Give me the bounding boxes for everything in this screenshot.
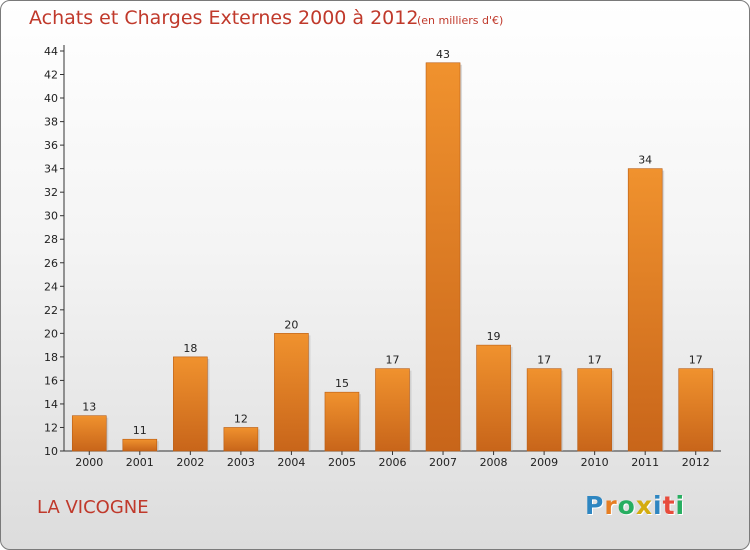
x-tick-label: 2006 bbox=[379, 456, 407, 469]
bar-2004 bbox=[274, 333, 309, 452]
y-tick-label: 18 bbox=[44, 351, 58, 364]
place-name: LA VICOGNE bbox=[37, 497, 149, 518]
x-tick-label: 2000 bbox=[75, 456, 103, 469]
y-tick-label: 36 bbox=[44, 139, 58, 152]
y-tick-label: 32 bbox=[44, 186, 58, 199]
data-label: 12 bbox=[234, 412, 248, 425]
proxiti-logo: Proxiti bbox=[585, 491, 686, 520]
y-tick-label: 22 bbox=[44, 304, 58, 317]
data-label: 17 bbox=[537, 354, 551, 367]
bar-2000 bbox=[71, 415, 107, 452]
y-tick-label: 42 bbox=[44, 69, 58, 82]
y-tick-label: 34 bbox=[44, 163, 58, 176]
bar-2011 bbox=[627, 168, 663, 452]
y-tick-label: 38 bbox=[44, 116, 58, 129]
bar-2001 bbox=[122, 438, 158, 452]
x-tick-label: 2002 bbox=[176, 456, 204, 469]
data-label: 17 bbox=[689, 354, 703, 367]
x-tick-label: 2003 bbox=[227, 456, 255, 469]
y-tick-label: 10 bbox=[44, 445, 58, 458]
data-label: 34 bbox=[638, 154, 652, 167]
bar-2006 bbox=[375, 368, 410, 452]
data-label: 13 bbox=[82, 401, 96, 414]
bar-2012 bbox=[678, 368, 714, 452]
x-tick-label: 2012 bbox=[682, 456, 710, 469]
data-label: 18 bbox=[183, 342, 197, 355]
data-label: 20 bbox=[284, 318, 298, 331]
data-label: 17 bbox=[386, 354, 400, 367]
data-label: 11 bbox=[133, 424, 147, 437]
bar-2003 bbox=[223, 427, 259, 452]
x-tick-label: 2009 bbox=[530, 456, 558, 469]
bar-2007 bbox=[425, 62, 461, 452]
bar-2010 bbox=[577, 368, 612, 452]
y-tick-label: 26 bbox=[44, 257, 58, 270]
bar-2002 bbox=[173, 356, 208, 452]
y-tick-label: 28 bbox=[44, 233, 58, 246]
data-label: 17 bbox=[588, 354, 602, 367]
y-tick-label: 24 bbox=[44, 280, 58, 293]
data-label: 43 bbox=[436, 48, 450, 61]
y-tick-label: 12 bbox=[44, 421, 58, 434]
bar-2008 bbox=[476, 344, 511, 452]
bar-2005 bbox=[324, 391, 360, 452]
x-tick-label: 2004 bbox=[277, 456, 305, 469]
data-label: 15 bbox=[335, 377, 349, 390]
y-tick-label: 44 bbox=[44, 45, 58, 58]
bar-2009 bbox=[526, 368, 562, 452]
x-tick-label: 2007 bbox=[429, 456, 457, 469]
chart-subtitle: (en milliers d'€) bbox=[417, 14, 504, 27]
y-tick-label: 16 bbox=[44, 374, 58, 387]
y-tick-label: 14 bbox=[44, 398, 58, 411]
chart-title: Achats et Charges Externes 2000 à 2012 bbox=[29, 7, 419, 29]
y-tick-label: 30 bbox=[44, 210, 58, 223]
x-tick-label: 2001 bbox=[126, 456, 154, 469]
y-tick-label: 40 bbox=[44, 92, 58, 105]
data-label: 19 bbox=[487, 330, 501, 343]
x-tick-label: 2005 bbox=[328, 456, 356, 469]
x-tick-label: 2008 bbox=[480, 456, 508, 469]
y-tick-label: 20 bbox=[44, 327, 58, 340]
x-tick-label: 2010 bbox=[581, 456, 609, 469]
x-tick-label: 2011 bbox=[631, 456, 659, 469]
